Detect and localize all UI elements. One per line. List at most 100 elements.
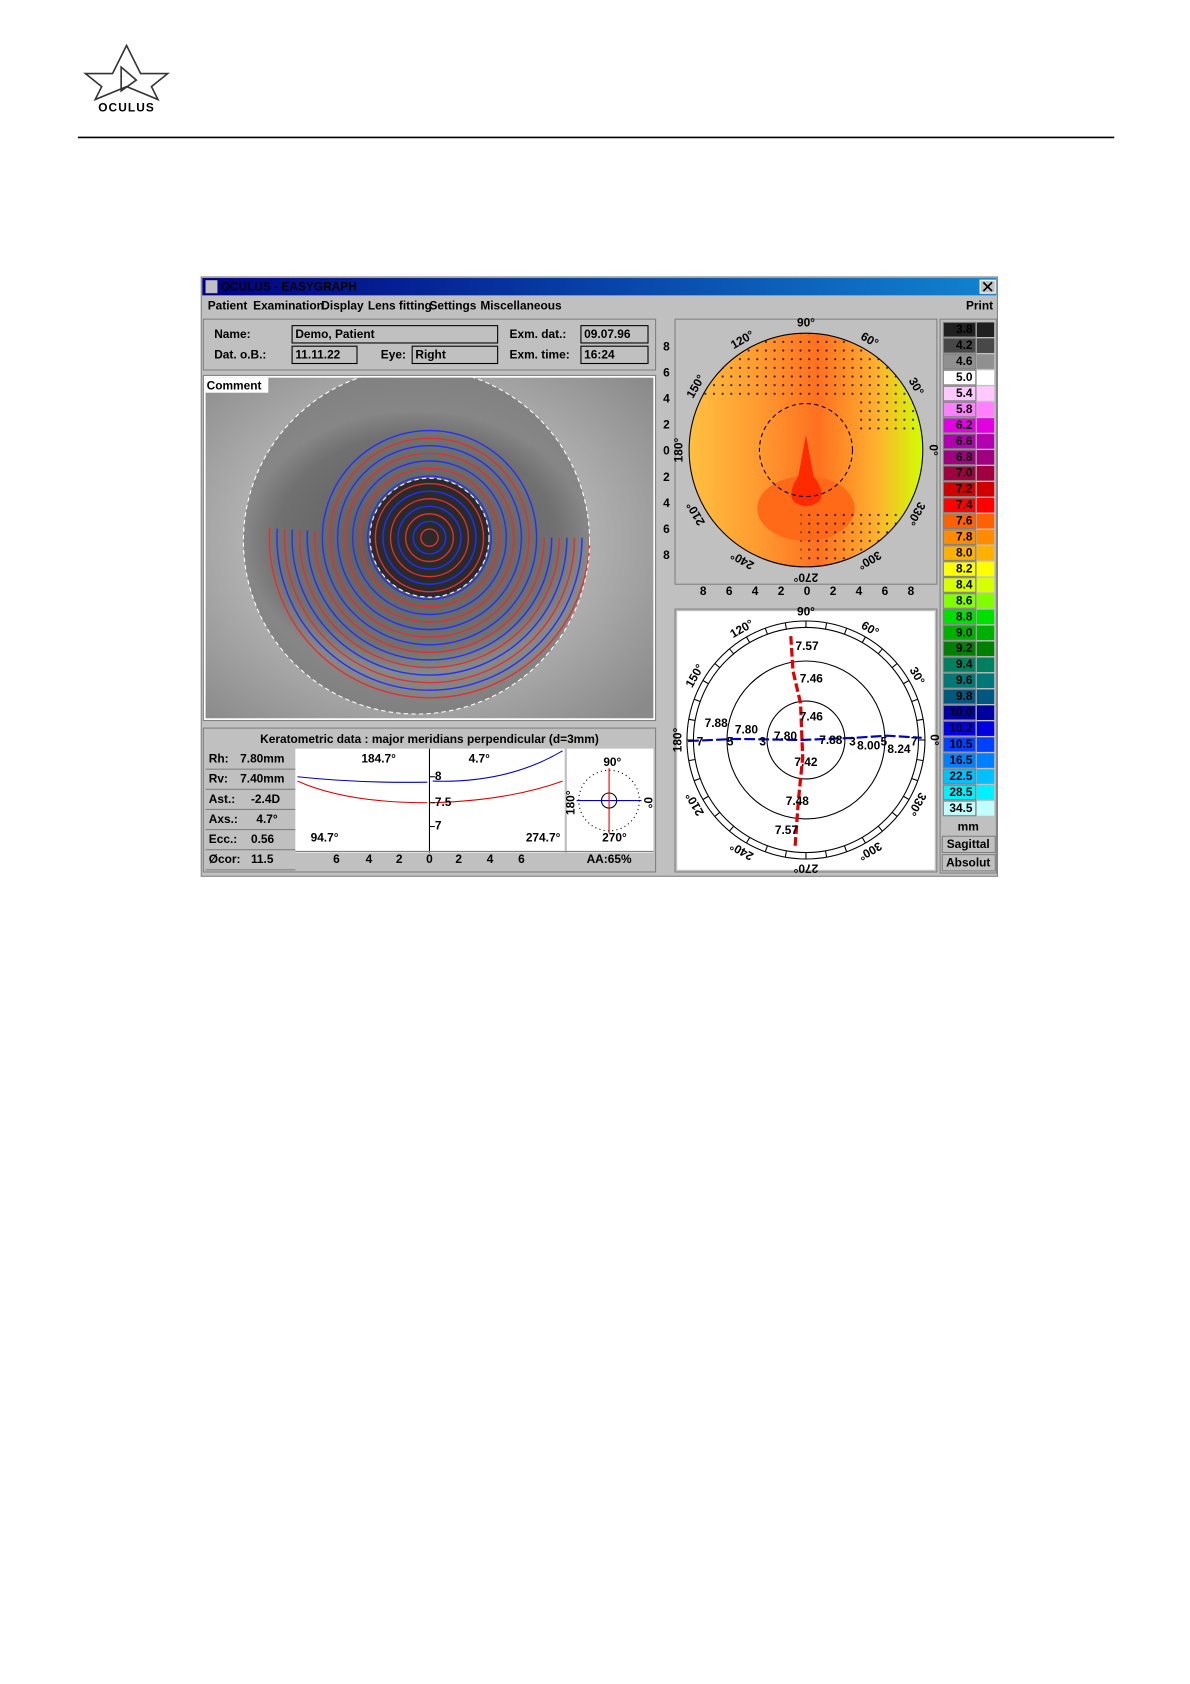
angle-tick [877,648,883,655]
scale-strip [976,657,995,673]
radii-horizontal-meridian [687,734,922,743]
scale-label: 8.2 [956,561,973,575]
scale-label: 34.5 [949,801,973,815]
placido-ring [397,505,462,570]
close-icon[interactable] [982,281,993,292]
menu-item[interactable]: Miscellaneous [480,298,562,312]
y-tick-label: 0 [663,444,670,458]
angle-tick [688,758,696,762]
scale-label: 5.8 [956,402,973,416]
placido-ring [344,452,515,623]
angle-tick [693,777,701,782]
y-tick-label: 7.5 [435,795,452,809]
scale-swatch [942,529,977,545]
radius-value: 7.57 [775,823,799,837]
y-tick-label: 8 [663,339,670,353]
field-value: 16:24 [584,348,615,362]
scale-strip [976,497,995,513]
placido-ring [404,513,454,563]
menu-item[interactable]: Settings [429,298,476,312]
placido-ring [283,392,576,684]
eye-image [205,377,654,719]
scale-strip [976,641,995,657]
radii-vertical-meridian [789,636,805,847]
x-tick-label: 4 [856,584,863,598]
scale-swatch [942,417,977,434]
scale-strip [976,513,995,529]
scale-label: 10.2 [949,721,973,735]
type-button[interactable] [941,854,996,872]
menu-item[interactable]: Patient [208,298,248,312]
profile-vertical [297,780,563,804]
scale-mode[interactable]: Sagittal [947,837,990,851]
menu-item[interactable]: Display [321,298,364,312]
scale-type[interactable]: Absolut [946,855,990,869]
angle-tick [702,795,709,800]
scale-swatch [942,593,977,609]
placido-ring [291,399,568,676]
scale-label: 3.8 [956,322,973,336]
scale-label: 8.6 [956,593,973,607]
y-tick-label: 4 [663,392,670,406]
placido-ring [329,437,530,638]
scale-swatch [942,800,977,817]
row-value: 11.5 [251,852,274,866]
profile-label: 4.7° [469,752,491,766]
scale-swatch [942,369,977,386]
row-value: 7.80mm [240,752,284,766]
angle-label: 0° [926,444,940,456]
scale-swatch [942,321,977,338]
scale-strip [976,593,995,609]
scale-swatch [942,672,977,689]
angle-tick [903,680,910,685]
angle-tick [784,850,787,858]
scale-strip [976,481,995,497]
x-tick-label: 6 [882,584,889,598]
angle-tick [693,698,701,703]
scale-label: 8.0 [956,546,973,560]
scale-label: 4.6 [956,354,973,368]
scale-strip [976,545,995,561]
scale-label: 9.0 [956,625,973,639]
field [580,345,649,365]
placido-ring [359,467,500,608]
scale-label: 5.4 [956,386,973,400]
scale-label: 8.8 [956,609,973,623]
placido-ring [412,520,447,555]
mode-button[interactable] [941,835,996,854]
label: Dat. o.B.: [214,348,266,362]
scale-strip [976,753,995,768]
ring-label: 3 [849,734,856,748]
scale-strip [976,529,995,545]
topography-map [689,333,923,567]
scale-strip [976,450,995,465]
row-label: Axs.: [209,812,238,826]
placido-ring [374,482,485,593]
placido-ring [389,498,470,578]
menu-item[interactable]: Lens fitting [368,298,432,312]
y-tick-label: 6 [663,522,670,536]
angle-tick [843,845,848,852]
x-tick-label: 6 [518,852,525,866]
placido-ring [298,407,561,669]
angle-tick [702,680,709,685]
aa-value: AA:65% [587,852,632,866]
menu-item[interactable]: Examination [253,298,324,312]
scale-swatch [942,465,977,482]
x-tick-label: 2 [396,852,403,866]
angle-label: 180° [672,438,686,463]
placido-ring [321,429,538,646]
label: Exm. time: [510,348,570,362]
row-value: 4.7° [256,812,278,826]
placido-ring [276,384,583,691]
scale-unit: mm [958,820,979,834]
scale-swatch [942,497,977,514]
row-value: -2.4D [251,792,280,806]
x-tick-label: 6 [333,852,340,866]
angle-tick [891,663,898,669]
print-button[interactable]: Print [966,298,993,312]
label: Eye: [381,348,406,362]
compass-label: 0° [641,797,655,809]
scale-label: 7.0 [956,466,973,480]
row-value: 7.40mm [240,772,284,786]
